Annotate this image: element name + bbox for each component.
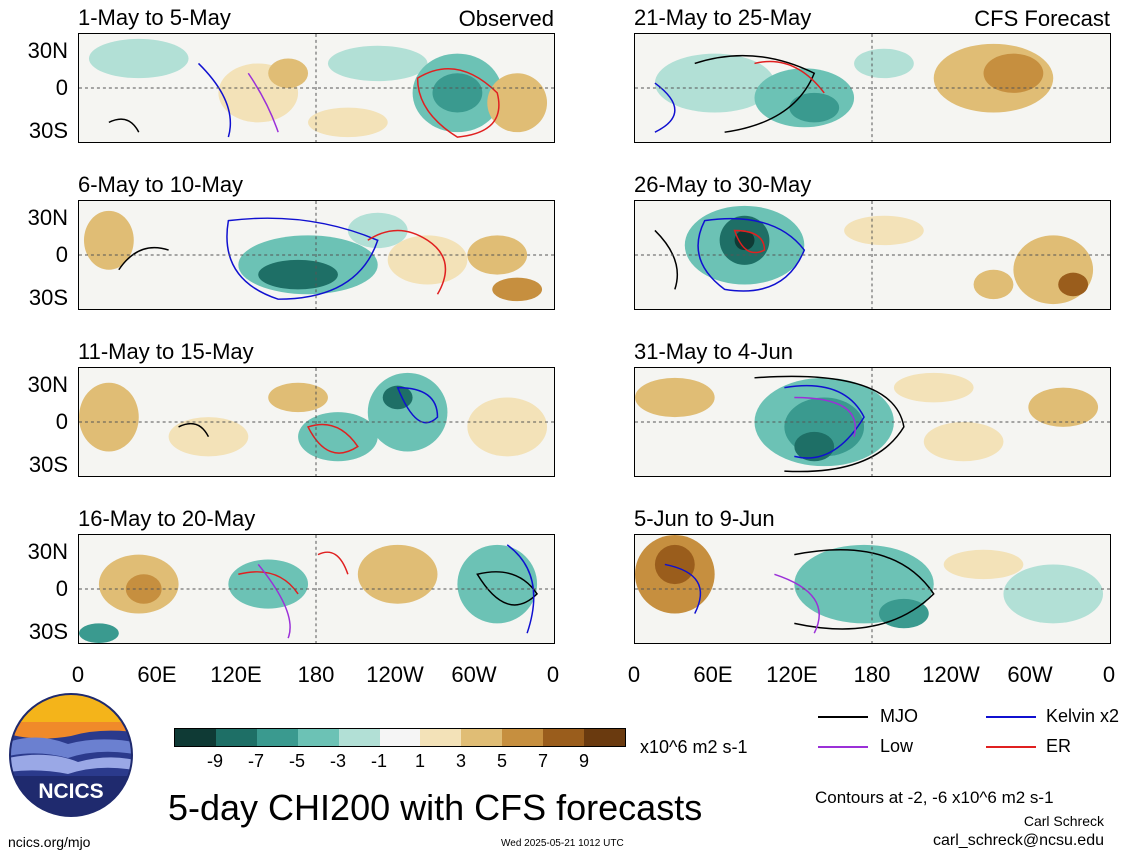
colorbar-label: -5 [288, 751, 305, 771]
colorbar-swatch [420, 729, 462, 746]
colorbar-label: -3 [329, 751, 346, 771]
lat-label-0: 0 [55, 576, 68, 601]
colorbar-swatch [379, 729, 421, 746]
colorbar-label: 3 [455, 751, 466, 771]
lat-label-30s: 30S [28, 118, 68, 143]
lon-label: 60E [137, 662, 177, 687]
legend-line-kelvin [986, 716, 1036, 718]
colorbar-swatch [502, 729, 544, 746]
lat-label-0: 0 [55, 409, 68, 434]
lon-label: 0 [546, 662, 560, 687]
panel-title-right-1: 21-May to 25-May [634, 5, 812, 30]
contour-note: Contours at -2, -6 x10^6 m2 s-1 [815, 788, 1054, 807]
colorbar-swatch [297, 729, 339, 746]
main-title: 5-day CHI200 with CFS forecasts [168, 787, 703, 828]
lat-label-0: 0 [55, 75, 68, 100]
lon-label: 60W [451, 662, 497, 687]
colorbar-swatch [175, 729, 216, 746]
author-email[interactable]: carl_schreck@ncsu.edu [933, 832, 1104, 849]
panel-title-right-3: 31-May to 4-Jun [634, 339, 793, 364]
colorbar-swatch [256, 729, 298, 746]
colorbar-label: -7 [247, 751, 264, 771]
map-panel-right-2 [634, 200, 1111, 310]
site-link[interactable]: ncics.org/mjo [8, 834, 91, 850]
colorbar-label: 7 [537, 751, 548, 771]
panel-title-left-1: 1-May to 5-May [78, 5, 231, 30]
lon-label: 120W [366, 662, 424, 687]
map-panel-right-3 [634, 367, 1111, 477]
map-panel-left-2 [78, 200, 555, 310]
colorbar-swatch [215, 729, 257, 746]
panel-title-right-4: 5-Jun to 9-Jun [634, 506, 775, 531]
ncics-logo: NCICS [8, 692, 134, 818]
legend-label-mjo: MJO [880, 706, 918, 726]
colorbar-label: -9 [206, 751, 223, 771]
legend-line-low [818, 746, 868, 748]
panel-title-left-2: 6-May to 10-May [78, 172, 244, 197]
colorbar-swatch [543, 729, 585, 746]
observed-label: Observed [458, 6, 554, 31]
lon-label: 60W [1007, 662, 1053, 687]
legend-line-er [986, 746, 1036, 748]
lat-label-0: 0 [55, 242, 68, 267]
colorbar-unit: x10^6 m2 s-1 [640, 737, 748, 757]
logo-text: NCICS [38, 780, 103, 803]
legend-line-mjo [818, 716, 868, 718]
colorbar-label: 9 [578, 751, 589, 771]
panel-title-left-4: 16-May to 20-May [78, 506, 256, 531]
lon-label: 0 [627, 662, 641, 687]
panel-title-left-3: 11-May to 15-May [78, 339, 254, 364]
forecast-label: CFS Forecast [974, 6, 1110, 31]
lat-label-30n: 30N [27, 205, 68, 230]
colorbar-label: -1 [370, 751, 387, 771]
lon-label: 0 [1102, 662, 1116, 687]
lat-label-30n: 30N [27, 38, 68, 63]
lat-label-30n: 30N [27, 539, 68, 564]
lon-label: 120E [210, 662, 262, 687]
map-panel-left-1 [78, 33, 555, 143]
legend-label-kelvin: Kelvin x2 [1046, 706, 1120, 726]
map-panel-right-4 [634, 534, 1111, 644]
map-panel-left-3 [78, 367, 555, 477]
lon-label: 60E [693, 662, 733, 687]
lon-label: 180 [297, 662, 335, 687]
timestamp: Wed 2025-05-21 1012 UTC [501, 838, 624, 849]
panel-title-right-2: 26-May to 30-May [634, 172, 812, 197]
lon-label: 180 [853, 662, 891, 687]
lat-label-30s: 30S [28, 452, 68, 477]
legend-label-low: Low [880, 736, 914, 756]
colorbar-label: 5 [496, 751, 507, 771]
map-panel-left-4 [78, 534, 555, 644]
lat-label-30s: 30S [28, 619, 68, 644]
colorbar-swatch [584, 729, 625, 746]
colorbar-swatch [338, 729, 380, 746]
lat-label-30n: 30N [27, 372, 68, 397]
lat-label-30s: 30S [28, 285, 68, 310]
colorbar [174, 728, 626, 747]
lon-label: 120E [766, 662, 818, 687]
colorbar-swatch [461, 729, 503, 746]
map-panel-right-1 [634, 33, 1111, 143]
legend-label-er: ER [1046, 736, 1072, 756]
lon-label: 120W [922, 662, 980, 687]
lon-label: 0 [71, 662, 85, 687]
author: Carl Schreck [1023, 813, 1104, 829]
colorbar-label: 1 [414, 751, 425, 771]
